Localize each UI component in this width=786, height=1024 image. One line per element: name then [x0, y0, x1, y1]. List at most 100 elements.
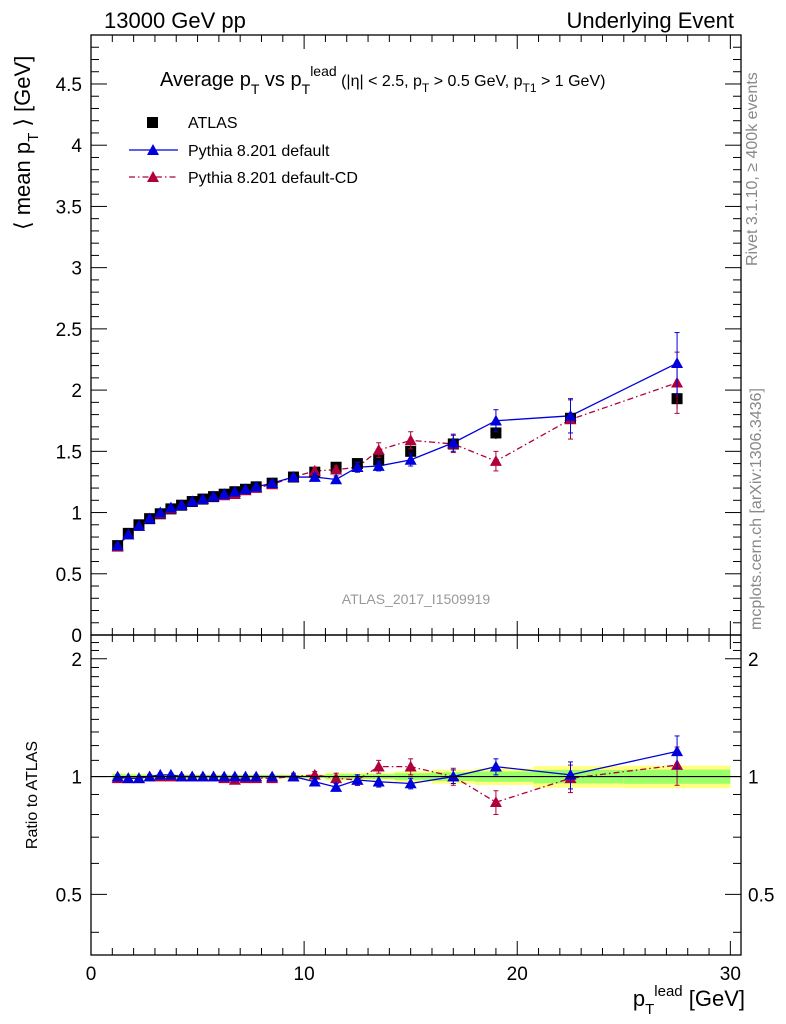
default-point [372, 460, 385, 471]
atlas-point [490, 427, 502, 439]
ratio-default-point [207, 770, 220, 782]
series-line-default [117, 362, 678, 547]
default-point [122, 528, 135, 540]
ratio-cd-point [404, 760, 417, 772]
ratio-y-tick-label: 2 [71, 650, 82, 671]
legend-label-default: Pythia 8.201 default [188, 143, 330, 160]
cd-point [404, 434, 417, 446]
cd-point [372, 444, 385, 455]
main-y-tick-label: 0.5 [56, 565, 82, 586]
cd-point [308, 464, 321, 476]
default-point [266, 477, 279, 488]
ratio-default-point [111, 770, 124, 782]
ratio-default-point [266, 770, 279, 782]
ratio-y-tick-label-right: 0.5 [748, 885, 774, 906]
ratio-frame [90, 634, 742, 956]
main-y-tick-label: 1.5 [56, 442, 82, 463]
x-tick-label: 20 [507, 964, 528, 985]
main-y-tick-label: 0 [71, 626, 82, 647]
ratio-default-point [218, 770, 231, 782]
atlas-point [405, 445, 417, 457]
main-y-tick-label: 4 [71, 136, 82, 157]
ratio-default-point [196, 770, 209, 782]
ratio-default-point [122, 772, 135, 784]
chart-title: Average pT vs pTlead (|η| < 2.5, pT > 0.… [160, 63, 605, 97]
main-y-axis-label: ⟨ mean pT ⟩ [GeV] [10, 56, 42, 230]
legend-label-atlas: ATLAS [188, 115, 238, 132]
default-point [404, 453, 417, 465]
default-point [154, 506, 167, 518]
legend-label-cd: Pythia 8.201 default-CD [188, 170, 358, 187]
legend: ATLAS Pythia 8.201 default Pythia 8.201 … [129, 115, 358, 187]
ratio-default-point [228, 770, 241, 782]
default-point [218, 488, 231, 499]
header-right: Underlying Event [566, 8, 734, 33]
x-tick-label: 30 [720, 964, 741, 985]
default-point [228, 485, 241, 497]
ratio-default-point [330, 781, 343, 792]
default-point [196, 493, 209, 504]
default-point [564, 409, 577, 421]
header-left: 13000 GeV pp [104, 8, 246, 33]
main-y-tick-label: 3.5 [56, 197, 82, 218]
watermark: ATLAS_2017_I1509919 [342, 591, 491, 607]
default-point [175, 499, 188, 511]
default-point [287, 471, 300, 482]
default-point [164, 501, 177, 513]
default-point [186, 495, 199, 507]
ratio-default-point [186, 770, 199, 782]
default-point [111, 539, 124, 551]
ratio-default-point [671, 745, 684, 757]
default-point [489, 414, 502, 426]
ratio-default-point [287, 770, 300, 782]
ratio-default-point [404, 777, 417, 789]
ratio-y-tick-label: 0.5 [56, 885, 82, 906]
ratio-default-point [250, 770, 263, 782]
atlas-point [373, 454, 385, 466]
default-point [250, 480, 263, 492]
main-y-tick-label: 3 [71, 259, 82, 280]
ratio-default-point [351, 773, 364, 785]
x-axis-label: pTlead [GeV] [633, 983, 745, 1018]
default-point [132, 520, 145, 531]
main-data-marks [111, 332, 684, 552]
ratio-axis-ticks: 0 10 20 30 0.5 0.5 1 1 2 2 [56, 635, 774, 985]
main-y-tick-label: 1 [71, 504, 82, 525]
default-point [143, 512, 156, 524]
default-point [207, 490, 220, 502]
cd-point [489, 455, 502, 466]
ratio-y-axis-label: Ratio to ATLAS [24, 741, 41, 849]
series-line-cd [117, 382, 678, 548]
default-point [351, 461, 364, 473]
ratio-y-tick-label: 1 [71, 768, 82, 789]
ratio-default-point [447, 770, 460, 782]
legend-marker-atlas [147, 117, 158, 128]
default-point [330, 473, 343, 485]
x-tick-label: 10 [294, 964, 315, 985]
ratio-cd-point [489, 796, 502, 808]
ratio-default-point [239, 770, 252, 782]
ratio-y-tick-label-right: 1 [748, 768, 759, 789]
default-point [308, 471, 321, 482]
main-axis-ticks: 0 0.5 1 1.5 2 2.5 3 3.5 4 4.5 [56, 35, 741, 647]
ratio-default-point [489, 760, 502, 772]
ratio-default-point [143, 770, 156, 782]
ratio-default-point [132, 772, 145, 784]
legend-marker-cd [147, 171, 159, 182]
ratio-cd-point [372, 760, 385, 772]
default-point [671, 357, 684, 368]
cd-point [330, 463, 343, 475]
main-y-tick-label: 2.5 [56, 320, 82, 341]
default-point [239, 483, 252, 495]
main-y-tick-label: 4.5 [56, 75, 82, 96]
ratio-default-point [175, 770, 188, 782]
x-tick-label: 0 [86, 964, 97, 985]
ratio-y-tick-label-right: 2 [748, 650, 759, 671]
main-y-tick-label: 2 [71, 381, 82, 402]
ratio-default-point [372, 775, 385, 787]
default-point [447, 436, 460, 448]
ratio-default-point [308, 775, 321, 787]
ratio-cd-point [330, 772, 343, 784]
legend-marker-default [147, 144, 159, 155]
